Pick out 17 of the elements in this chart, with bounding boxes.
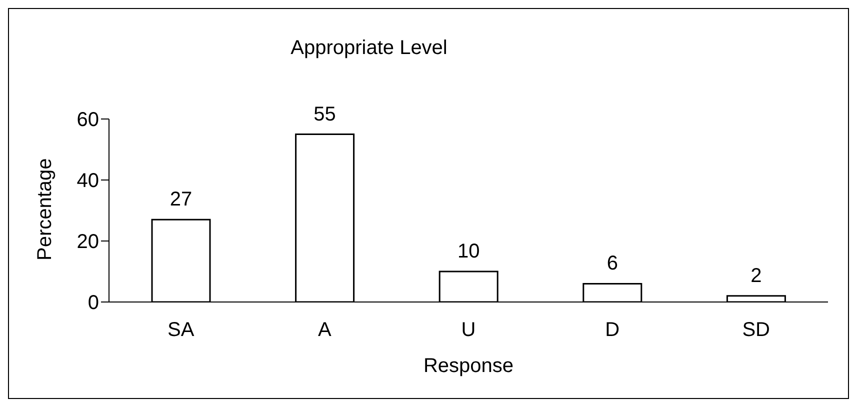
y-tick-label: 0 [88, 292, 99, 314]
data-label: 55 [314, 103, 336, 126]
chart-title: Appropriate Level [290, 37, 448, 60]
data-label: 6 [606, 252, 618, 275]
y-tick-label: 60 [76, 109, 99, 132]
y-tick-label: 40 [76, 170, 99, 192]
x-tick-label: U [461, 319, 476, 342]
x-tick-label: A [318, 319, 332, 342]
data-label: 10 [457, 240, 480, 262]
data-label: 2 [750, 264, 762, 287]
data-label: 27 [170, 188, 192, 211]
y-tick-label: 20 [76, 231, 99, 254]
y-axis-title: Percentage [34, 158, 56, 260]
x-tick-label: SD [742, 319, 770, 342]
x-axis-title: Response [423, 355, 514, 377]
x-tick-label: D [605, 319, 620, 342]
x-tick-label: SA [168, 319, 195, 342]
